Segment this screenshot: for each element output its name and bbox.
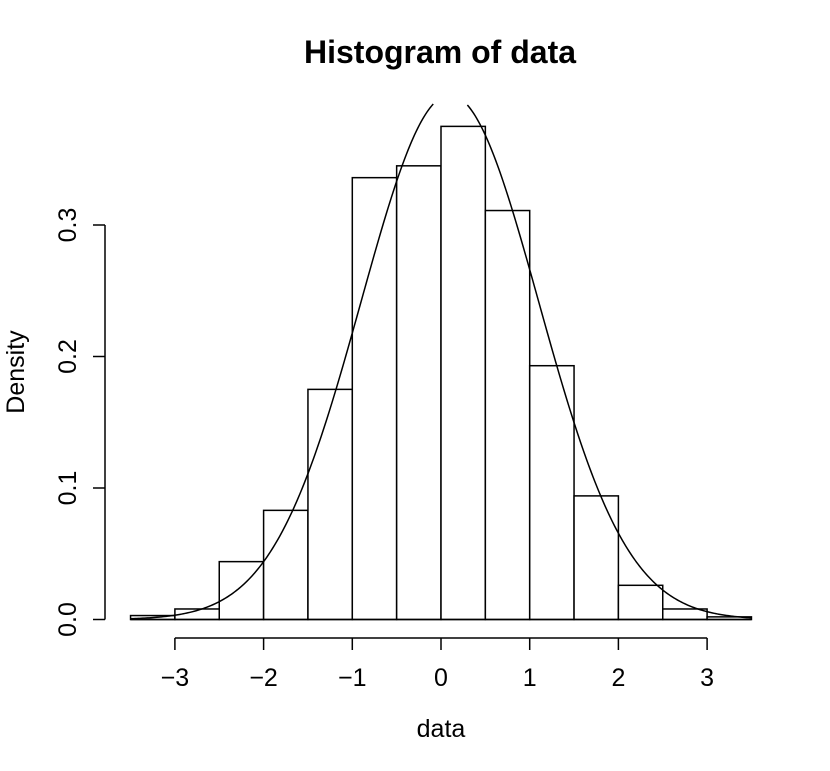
histogram-bar-10 bbox=[528, 364, 575, 621]
y-tick-label-3: 0.2 bbox=[54, 339, 82, 374]
chart-title: Histogram of data bbox=[304, 34, 576, 70]
y-tick-label-2: 0.1 bbox=[54, 471, 82, 506]
density-curve bbox=[130, 103, 752, 620]
histogram-bars bbox=[129, 125, 753, 621]
x-tick-label-2: −2 bbox=[249, 664, 278, 692]
x-tick-label-5: 1 bbox=[523, 664, 537, 692]
histogram-bar-11 bbox=[573, 495, 620, 621]
histogram-bar-4 bbox=[262, 509, 309, 621]
y-tick-label-4: 0.3 bbox=[54, 208, 82, 243]
histogram-bar-7 bbox=[395, 165, 442, 621]
histogram-bar-5 bbox=[307, 388, 354, 621]
x-tick-label-7: 3 bbox=[700, 664, 714, 692]
histogram-bar-12 bbox=[617, 584, 664, 621]
x-tick-label-4: 0 bbox=[434, 664, 448, 692]
x-tick-label-1: −3 bbox=[161, 664, 190, 692]
y-axis-label: Density bbox=[2, 330, 30, 414]
x-tick-label-3: −1 bbox=[338, 664, 367, 692]
y-axis: 0.0 0.1 0.2 0.3 bbox=[54, 208, 106, 637]
x-axis-label: data bbox=[417, 715, 466, 743]
y-tick-label-1: 0.0 bbox=[54, 602, 82, 637]
histogram-bar-6 bbox=[351, 176, 398, 621]
histogram-bar-8 bbox=[440, 125, 487, 621]
x-axis: −3 −2 −1 0 1 2 3 bbox=[161, 637, 714, 692]
x-tick-label-6: 2 bbox=[611, 664, 625, 692]
histogram-bar-9 bbox=[484, 209, 531, 621]
